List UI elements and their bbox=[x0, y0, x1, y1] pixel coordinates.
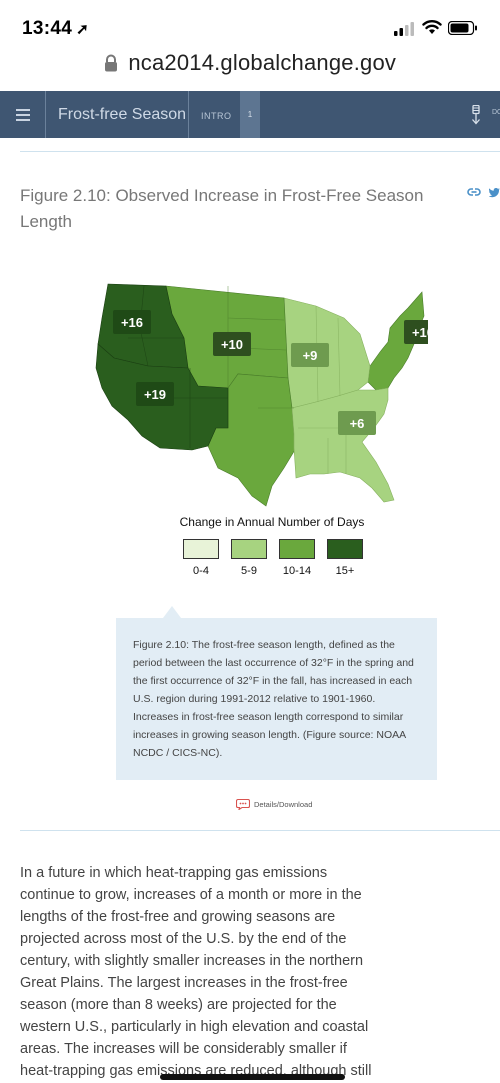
hamburger-menu-icon bbox=[15, 108, 30, 121]
address-bar[interactable]: nca2014.globalchange.gov bbox=[0, 50, 500, 90]
location-arrow-icon: ➚ bbox=[76, 21, 89, 38]
map-label-northeast: +10 bbox=[412, 325, 428, 340]
intro-tab[interactable]: INTRO bbox=[201, 111, 232, 121]
legend-swatch-15-plus bbox=[327, 539, 363, 559]
cellular-signal-icon bbox=[394, 22, 414, 36]
map-value-labels: +16 +10 +9 +10 +19 +6 bbox=[113, 310, 428, 435]
divider bbox=[20, 151, 500, 152]
caption-pointer bbox=[163, 606, 181, 618]
site-navbar: Frost-free Season INTRO 1 DO bbox=[0, 91, 500, 138]
legend-swatch-0-4 bbox=[183, 539, 219, 559]
legend-swatch-5-9 bbox=[231, 539, 267, 559]
comment-icon bbox=[236, 799, 250, 810]
map-label-northwest: +16 bbox=[121, 315, 143, 330]
details-download-link[interactable]: Details/Download bbox=[236, 799, 312, 810]
legend-label-10-14: 10-14 bbox=[282, 565, 312, 577]
map-label-southwest: +19 bbox=[144, 387, 166, 402]
download-label[interactable]: DO bbox=[492, 109, 500, 116]
lock-icon bbox=[104, 54, 117, 72]
map-label-southeast: +6 bbox=[350, 416, 365, 431]
figure-title: Figure 2.10: Observed Increase in Frost-… bbox=[20, 186, 424, 231]
map-label-great-plains-north: +10 bbox=[221, 337, 243, 352]
divider bbox=[20, 830, 500, 831]
legend-title: Change in Annual Number of Days bbox=[179, 515, 365, 529]
download-icon[interactable] bbox=[470, 105, 482, 125]
wifi-icon bbox=[422, 20, 442, 34]
legend-label-5-9: 5-9 bbox=[241, 565, 257, 577]
url-text[interactable]: nca2014.globalchange.gov bbox=[128, 50, 397, 75]
figure-caption: Figure 2.10: The frost-free season lengt… bbox=[133, 639, 414, 759]
section-title[interactable]: Frost-free Season bbox=[47, 91, 189, 138]
battery-icon bbox=[448, 21, 477, 35]
body-paragraph: In a future in which heat-trapping gas e… bbox=[20, 865, 372, 1079]
region-southeast bbox=[291, 387, 395, 503]
twitter-icon[interactable] bbox=[489, 188, 500, 198]
legend-label-0-4: 0-4 bbox=[193, 565, 209, 577]
status-bar: 13:44 ➚ bbox=[0, 0, 500, 50]
figure-caption-box: Figure 2.10: The frost-free season lengt… bbox=[116, 618, 437, 780]
home-indicator[interactable] bbox=[160, 1074, 345, 1080]
legend-label-15-plus: 15+ bbox=[335, 565, 355, 577]
menu-button[interactable] bbox=[0, 91, 46, 138]
status-time: 13:44 ➚ bbox=[22, 18, 89, 39]
us-frost-free-map: +16 +10 +9 +10 +19 +6 bbox=[95, 283, 428, 507]
page-number-tab[interactable]: 1 bbox=[240, 91, 260, 138]
map-label-midwest: +9 bbox=[303, 348, 318, 363]
link-icon[interactable] bbox=[466, 186, 482, 198]
legend-swatch-10-14 bbox=[279, 539, 315, 559]
details-download-label[interactable]: Details/Download bbox=[254, 800, 313, 809]
